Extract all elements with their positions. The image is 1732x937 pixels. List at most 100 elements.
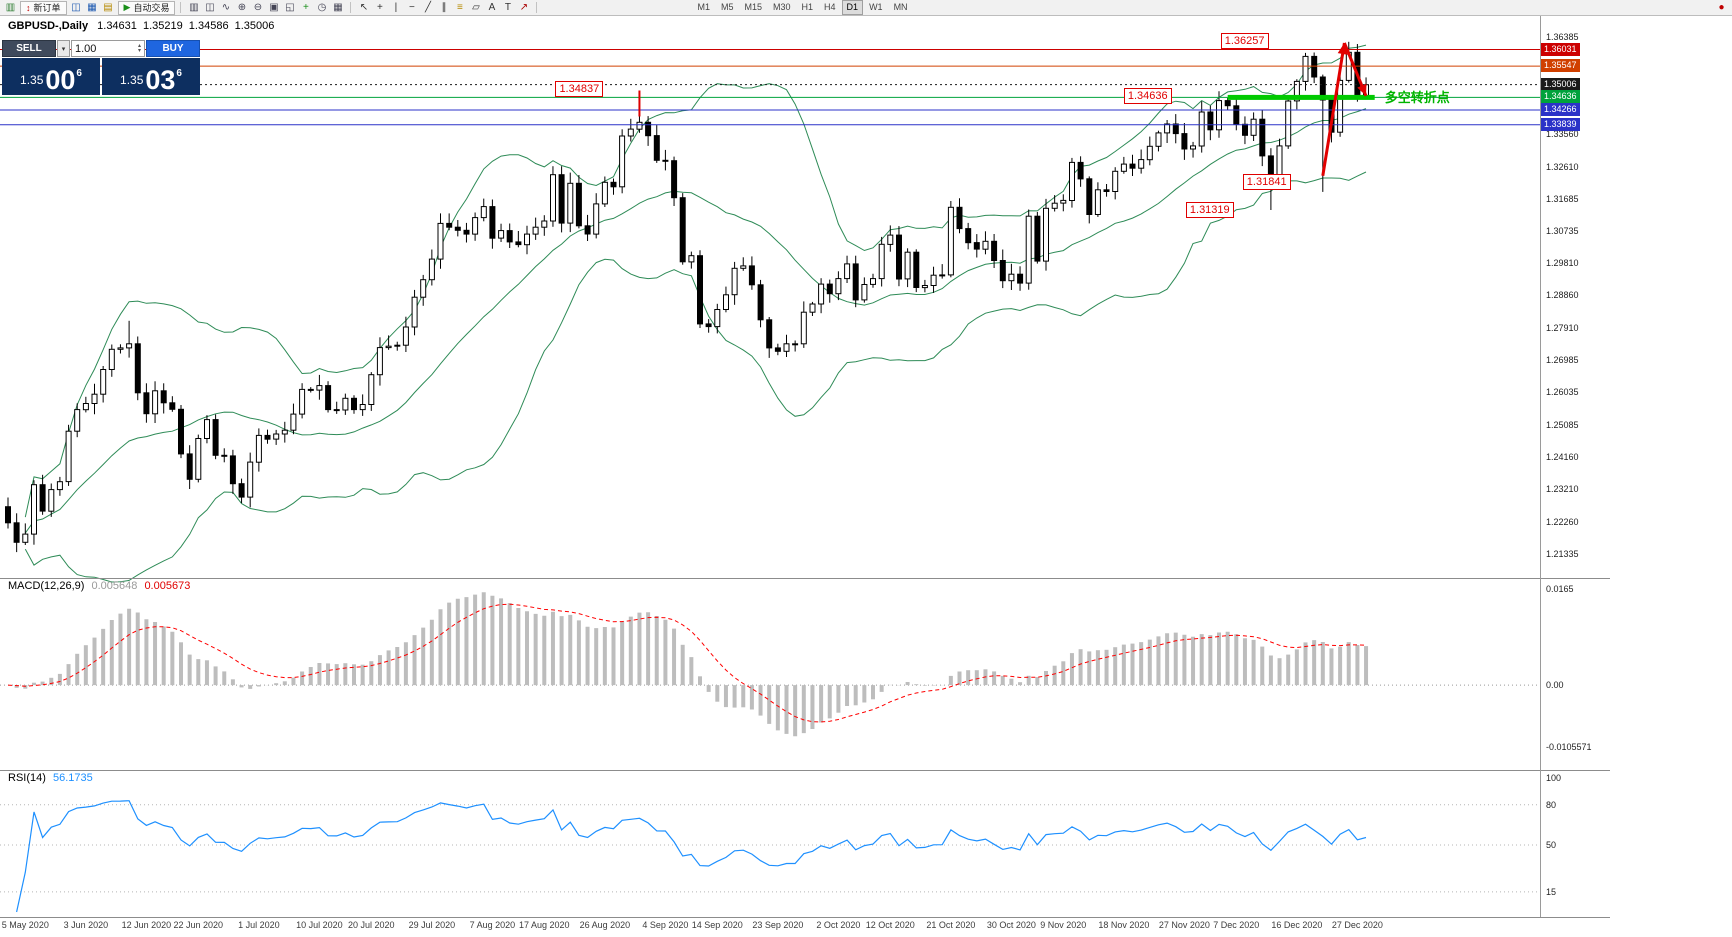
turning-point-label[interactable]: 多空转折点 bbox=[1384, 90, 1450, 106]
toolbar-separator bbox=[180, 2, 182, 13]
text-label-icon[interactable]: T bbox=[504, 1, 511, 13]
price-axis-label: 1.27910 bbox=[1546, 323, 1579, 334]
cascade-windows-icon[interactable]: ◱ bbox=[285, 1, 295, 13]
new-order-label: 新订单 bbox=[33, 3, 61, 13]
new-order-icon: ↕ bbox=[26, 2, 31, 13]
chart-title: GBPUSD-,Daily 1.34631 1.35219 1.34586 1.… bbox=[8, 20, 277, 32]
timeframe-h1-button[interactable]: H1 bbox=[801, 2, 814, 12]
market-watch-icon[interactable]: ▦ bbox=[87, 1, 97, 13]
sell-price-panel[interactable]: 1.35 00 6 bbox=[2, 58, 100, 95]
stepper-up-icon[interactable]: ▴ bbox=[137, 42, 141, 49]
auto-trading-button[interactable]: ▶ 自动交易 bbox=[117, 0, 176, 15]
sell-button[interactable]: SELL bbox=[2, 40, 56, 57]
toolbar: ▥ ↕ 新订单 ◫ ▦ ▤ ▶ 自动交易 ▥ ◫ ∿ ⊕ ⊖ ▣ ◱ + ◷ ▦ ↖ + | − ╱ ∥ ≡ ▱ A T… bbox=[0, 0, 1732, 16]
bar-chart-icon[interactable]: ▥ bbox=[189, 1, 199, 13]
stepper-down-icon[interactable]: ▾ bbox=[137, 47, 141, 54]
volume-value: 1.00 bbox=[75, 42, 97, 55]
date-axis-label: 10 Jul 2020 bbox=[296, 920, 343, 930]
toolbar-separator bbox=[536, 2, 538, 13]
date-axis-label: 12 Oct 2020 bbox=[865, 920, 915, 930]
sell-price-prefix: 1.35 bbox=[20, 73, 44, 87]
timeframe-m1-button[interactable]: M1 bbox=[697, 2, 710, 12]
date-axis-label: 4 Sep 2020 bbox=[642, 920, 689, 930]
macd-axis-label: 0.00 bbox=[1546, 680, 1564, 691]
auto-trading-label: 自动交易 bbox=[133, 3, 170, 13]
arrows-icon[interactable]: ↗ bbox=[519, 1, 529, 13]
timeframe-mn-button[interactable]: MN bbox=[893, 2, 908, 12]
date-axis-label: 5 May 2020 bbox=[1, 920, 49, 930]
symbol-period-label: GBPUSD-,Daily bbox=[8, 20, 89, 32]
new-order-button[interactable]: ↕ 新订单 bbox=[20, 0, 67, 15]
timeframe-d1-button[interactable]: D1 bbox=[841, 0, 864, 15]
buy-price-panel[interactable]: 1.35 03 6 bbox=[102, 58, 200, 95]
horizontal-line-icon[interactable]: − bbox=[409, 1, 415, 13]
price-annotation[interactable]: 1.34636 bbox=[1123, 88, 1172, 105]
data-window-icon[interactable]: ▤ bbox=[103, 1, 113, 13]
date-axis-label: 30 Oct 2020 bbox=[986, 920, 1036, 930]
price-badge: 1.34636 bbox=[1541, 90, 1580, 104]
crosshair-icon[interactable]: + bbox=[377, 1, 383, 13]
rsi-axis-label: 50 bbox=[1546, 840, 1557, 850]
price-annotation[interactable]: 1.31319 bbox=[1185, 202, 1234, 219]
date-axis-label: 22 Jun 2020 bbox=[173, 920, 224, 930]
zoom-out-icon[interactable]: ⊖ bbox=[253, 1, 263, 13]
rsi-value: 56.1735 bbox=[52, 772, 93, 784]
price-axis-label: 1.25085 bbox=[1546, 419, 1579, 430]
date-axis-label: 26 Aug 2020 bbox=[579, 920, 631, 930]
timeframe-m15-button[interactable]: M15 bbox=[744, 2, 762, 12]
date-axis-label: 7 Aug 2020 bbox=[469, 920, 516, 930]
date-axis-label: 23 Sep 2020 bbox=[752, 920, 804, 930]
date-axis-label: 2 Oct 2020 bbox=[816, 920, 861, 930]
buy-price-prefix: 1.35 bbox=[120, 73, 144, 87]
date-axis-label: 14 Sep 2020 bbox=[691, 920, 743, 930]
cursor-icon[interactable]: ↖ bbox=[359, 1, 369, 13]
buy-button[interactable]: BUY bbox=[146, 40, 200, 57]
candlestick-chart-icon[interactable]: ◫ bbox=[205, 1, 215, 13]
date-axis-label: 16 Dec 2020 bbox=[1271, 920, 1323, 930]
volume-input[interactable]: 1.00 ▴ ▾ bbox=[71, 40, 145, 57]
date-axis-label: 1 Jul 2020 bbox=[238, 920, 280, 930]
tile-windows-icon[interactable]: ▣ bbox=[269, 1, 279, 13]
high-value: 1.35219 bbox=[142, 20, 183, 32]
clock-icon[interactable]: ◷ bbox=[317, 1, 327, 13]
price-axis-label: 1.26035 bbox=[1546, 387, 1579, 398]
macd-axis-label: -0.0105571 bbox=[1546, 741, 1592, 752]
close-value: 1.35006 bbox=[234, 20, 275, 32]
new-order-plus-icon[interactable]: + bbox=[303, 1, 309, 13]
date-axis-label: 7 Dec 2020 bbox=[1213, 920, 1260, 930]
price-annotation[interactable]: 1.31841 bbox=[1242, 174, 1291, 191]
line-chart-icon[interactable]: ∿ bbox=[221, 1, 231, 13]
rsi-axis-label: 15 bbox=[1546, 886, 1557, 897]
date-axis-label: 18 Nov 2020 bbox=[1098, 920, 1150, 930]
price-annotation[interactable]: 1.34837 bbox=[555, 81, 604, 98]
macd-label: MACD(12,26,9) 0.005648 0.005673 bbox=[8, 580, 194, 592]
trendline-icon[interactable]: ╱ bbox=[424, 1, 431, 13]
equidistant-channel-icon[interactable]: ∥ bbox=[441, 1, 447, 13]
price-axis-label: 1.31685 bbox=[1546, 193, 1579, 204]
profile-icon[interactable]: ◫ bbox=[71, 1, 81, 13]
one-click-trading-widget: SELL ▾ 1.00 ▴ ▾ BUY 1.35 00 6 1.35 03 6 bbox=[2, 40, 200, 95]
vertical-line-icon[interactable]: | bbox=[394, 1, 398, 13]
price-axis-label: 1.36385 bbox=[1546, 32, 1579, 43]
shapes-icon[interactable]: ▱ bbox=[472, 1, 480, 13]
timeframe-m30-button[interactable]: M30 bbox=[773, 2, 791, 12]
timeframe-h4-button[interactable]: H4 bbox=[824, 2, 836, 12]
sell-price-big: 00 bbox=[45, 65, 76, 95]
timeframe-m5-button[interactable]: M5 bbox=[720, 2, 734, 12]
rsi-name: RSI(14) bbox=[8, 772, 46, 784]
zoom-in-icon[interactable]: ⊕ bbox=[237, 1, 247, 13]
price-axis-label: 1.32610 bbox=[1546, 161, 1579, 172]
price-axis-label: 1.26985 bbox=[1546, 354, 1579, 365]
timeframe-w1-button[interactable]: W1 bbox=[869, 2, 883, 12]
price-axis-label: 1.29810 bbox=[1546, 257, 1579, 268]
price-annotation[interactable]: 1.36257 bbox=[1220, 32, 1269, 49]
order-type-dropdown[interactable]: ▾ bbox=[57, 40, 70, 57]
fibonacci-icon[interactable]: ≡ bbox=[457, 1, 463, 13]
macd-signal-value: 0.005673 bbox=[144, 580, 191, 592]
text-icon[interactable]: A bbox=[488, 1, 496, 13]
volume-stepper[interactable]: ▴ ▾ bbox=[137, 42, 141, 54]
indicators-list-icon[interactable]: ▦ bbox=[333, 1, 343, 13]
new-chart-icon[interactable]: ▥ bbox=[5, 1, 16, 13]
